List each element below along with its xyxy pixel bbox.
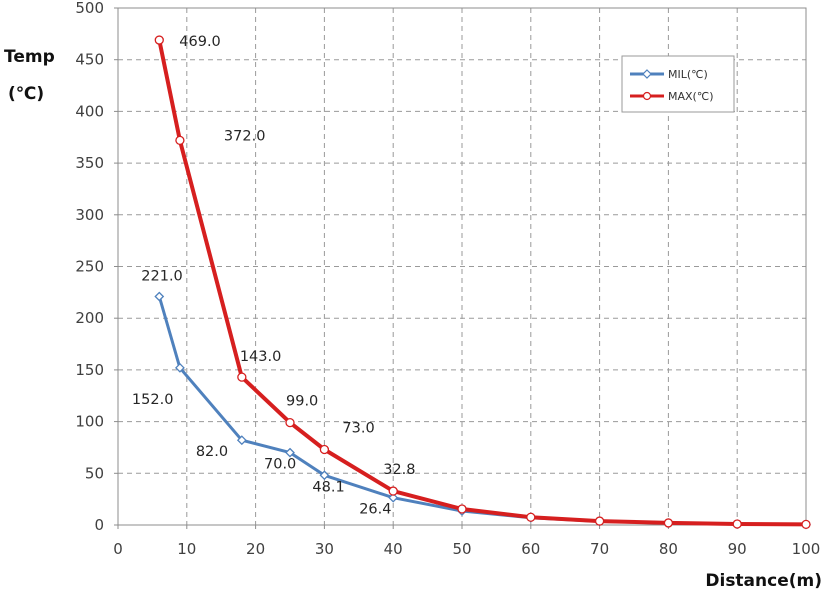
series-line-max: [157, 39, 807, 527]
data-point-mil: [175, 362, 185, 373]
data-label: 143.0: [240, 349, 282, 365]
y-tick-label: 200: [75, 309, 104, 327]
y-tick-label: 450: [75, 51, 104, 69]
data-label: 99.0: [286, 394, 318, 410]
data-label: 48.1: [312, 479, 344, 495]
y-tick-label: 500: [75, 0, 104, 17]
data-label: 32.8: [383, 462, 415, 478]
data-point-max: [175, 135, 185, 146]
x-tick-label: 90: [728, 540, 747, 558]
data-label: 73.0: [342, 421, 374, 437]
series-line-mil: [157, 296, 807, 526]
data-point-mil: [285, 447, 295, 458]
y-tick-label: 50: [85, 464, 104, 482]
x-tick-label: 0: [113, 540, 123, 558]
data-point-max: [285, 417, 295, 428]
data-point-max: [237, 372, 247, 382]
y-axis-title-line1: Temp: [4, 47, 55, 67]
data-point-max: [732, 519, 742, 529]
legend-swatch-marker: [642, 91, 652, 101]
data-label: 26.4: [359, 502, 391, 518]
x-tick-label: 10: [177, 540, 196, 558]
x-tick-label: 50: [452, 540, 471, 558]
data-point-mil: [154, 291, 165, 302]
data-point-mil: [236, 435, 247, 446]
y-tick-label: 300: [75, 206, 104, 224]
data-label: 82.0: [196, 444, 228, 460]
y-tick-label: 150: [75, 361, 104, 379]
data-label: 372.0: [224, 128, 266, 144]
x-tick-label: 70: [590, 540, 609, 558]
data-point-max: [388, 486, 398, 496]
x-axis-ticks: 0 10 20 30 40 50 60 70 80 90 100: [113, 525, 820, 558]
legend: MIL(℃) MAX(℃): [621, 55, 735, 113]
y-tick-label: 100: [75, 413, 104, 431]
y-axis-title-line2: (℃): [8, 84, 44, 104]
y-tick-label: 350: [75, 154, 104, 172]
y-tick-label: 0: [94, 516, 104, 534]
x-tick-label: 80: [659, 540, 678, 558]
x-tick-label: 100: [792, 540, 821, 558]
legend-entry-label: MIL(℃): [668, 68, 708, 81]
data-point-max: [526, 512, 536, 522]
x-tick-label: 20: [246, 540, 265, 558]
grid: [118, 8, 806, 525]
data-point-max: [594, 516, 605, 526]
data-label: 152.0: [132, 392, 174, 408]
x-tick-label: 30: [315, 540, 334, 558]
y-tick-label: 400: [75, 102, 104, 120]
y-axis-ticks: 0 50 100 150 200 250 300 350 400 450 500: [75, 0, 118, 534]
legend-box: [621, 55, 735, 113]
data-label: 221.0: [141, 268, 183, 284]
legend-entry-label: MAX(℃): [668, 90, 714, 103]
x-axis-title: Distance(m): [705, 571, 822, 591]
data-point-max: [319, 444, 330, 455]
data-point-max: [154, 35, 164, 45]
series: [154, 35, 811, 530]
data-label: 70.0: [264, 457, 296, 473]
y-tick-label: 250: [75, 258, 104, 276]
data-label: 469.0: [179, 34, 221, 50]
data-labels: 221.0 152.0 82.0 70.0 48.1 26.4 469.0 372.0 143.…: [132, 34, 416, 518]
legend-swatch-marker: [642, 69, 652, 79]
data-point-mil: [319, 470, 330, 481]
data-point-max: [801, 519, 811, 530]
x-tick-label: 40: [384, 540, 403, 558]
data-point-max: [457, 504, 467, 514]
x-tick-label: 60: [521, 540, 540, 558]
data-point-mil: [388, 492, 399, 503]
data-point-max: [663, 518, 674, 528]
